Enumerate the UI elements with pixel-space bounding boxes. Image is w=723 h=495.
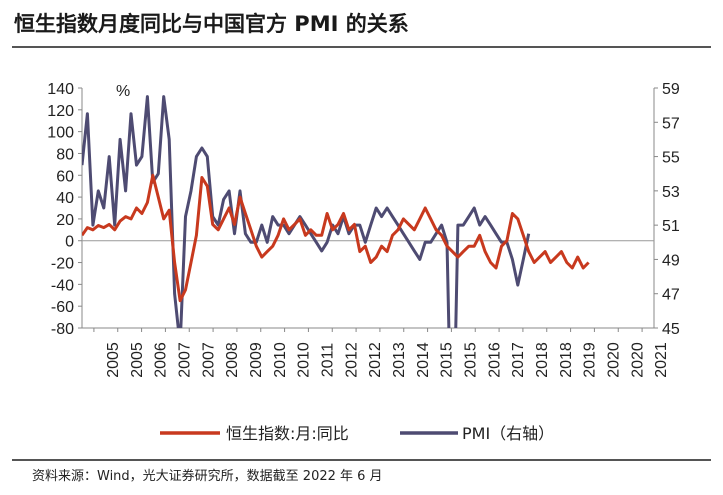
- left-tick-label: 120: [47, 103, 74, 120]
- x-tick-label: 2007: [176, 342, 193, 378]
- left-tick-label: 60: [56, 168, 74, 185]
- x-tick-label: 2014: [415, 342, 432, 378]
- x-tick-label: 2020: [605, 342, 622, 378]
- title-rule: [12, 46, 711, 48]
- x-tick-label: 2010: [296, 342, 313, 378]
- x-tick-label: 2005: [129, 342, 146, 378]
- legend-label-hsi: 恒生指数:月:同比: [226, 424, 349, 443]
- right-tick-label: 47: [662, 287, 680, 304]
- x-tick-label: 2006: [153, 342, 170, 378]
- left-tick-label: 40: [56, 190, 74, 207]
- left-tick-label: 80: [56, 146, 74, 163]
- unit-label: %: [116, 83, 130, 100]
- right-tick-label: 51: [662, 218, 680, 235]
- right-tick-label: 59: [662, 81, 680, 98]
- x-tick-label: 2021: [653, 342, 670, 378]
- left-tick-label: 20: [56, 212, 74, 229]
- right-tick-label: 57: [662, 115, 680, 132]
- x-tick-label: 2012: [343, 342, 360, 378]
- right-tick-label: 55: [662, 150, 680, 167]
- x-tick-label: 2015: [439, 342, 456, 378]
- left-tick-label: -60: [51, 299, 74, 316]
- x-tick-label: 2018: [558, 342, 575, 378]
- x-tick-label: 2019: [582, 342, 599, 378]
- x-tick-label: 2011: [319, 343, 336, 378]
- x-tick-label: 2015: [462, 342, 479, 378]
- x-tick-label: 2018: [534, 342, 551, 378]
- legend-label-pmi: PMI（右轴）: [462, 424, 554, 443]
- x-tick-label: 2017: [510, 342, 527, 378]
- x-tick-label: 2010: [272, 342, 289, 378]
- left-tick-label: -40: [51, 277, 74, 294]
- left-tick-label: -80: [51, 321, 74, 338]
- right-tick-label: 45: [662, 321, 680, 338]
- source-note: 资料来源：Wind，光大证券研究所，数据截至 2022 年 6 月: [32, 469, 383, 484]
- chart-title: 恒生指数月度同比与中国官方 PMI 的关系: [14, 12, 409, 36]
- left-tick-label: 0: [65, 234, 74, 251]
- left-tick-label: 140: [47, 81, 74, 98]
- x-tick-label: 2013: [391, 342, 408, 378]
- left-tick-label: -20: [51, 256, 74, 273]
- x-tick-label: 2007: [200, 342, 217, 378]
- left-tick-label: 100: [47, 125, 74, 142]
- x-tick-label: 2016: [486, 342, 503, 378]
- series-layer: [82, 95, 590, 328]
- chart-svg: 140 120 100 80 60 40 20 0 -20 -40 -60 -80 59 57 55 53 51…: [47, 81, 680, 443]
- legend: 恒生指数:月:同比 PMI（右轴）: [160, 424, 554, 443]
- source-rule: [12, 459, 711, 461]
- tick-labels: 140 120 100 80 60 40 20 0 -20 -40 -60 -80 59 57 55 53 51…: [47, 81, 680, 378]
- x-tick-label: 2005: [105, 342, 122, 378]
- x-tick-label: 2012: [367, 342, 384, 378]
- x-tick-label: 2008: [224, 342, 241, 378]
- right-tick-label: 53: [662, 184, 680, 201]
- right-tick-label: 49: [662, 252, 680, 269]
- x-tick-label: 2009: [248, 342, 265, 378]
- x-tick-label: 2020: [629, 342, 646, 378]
- pmi-line: [82, 95, 531, 328]
- hsi-yoy-line: [82, 173, 590, 303]
